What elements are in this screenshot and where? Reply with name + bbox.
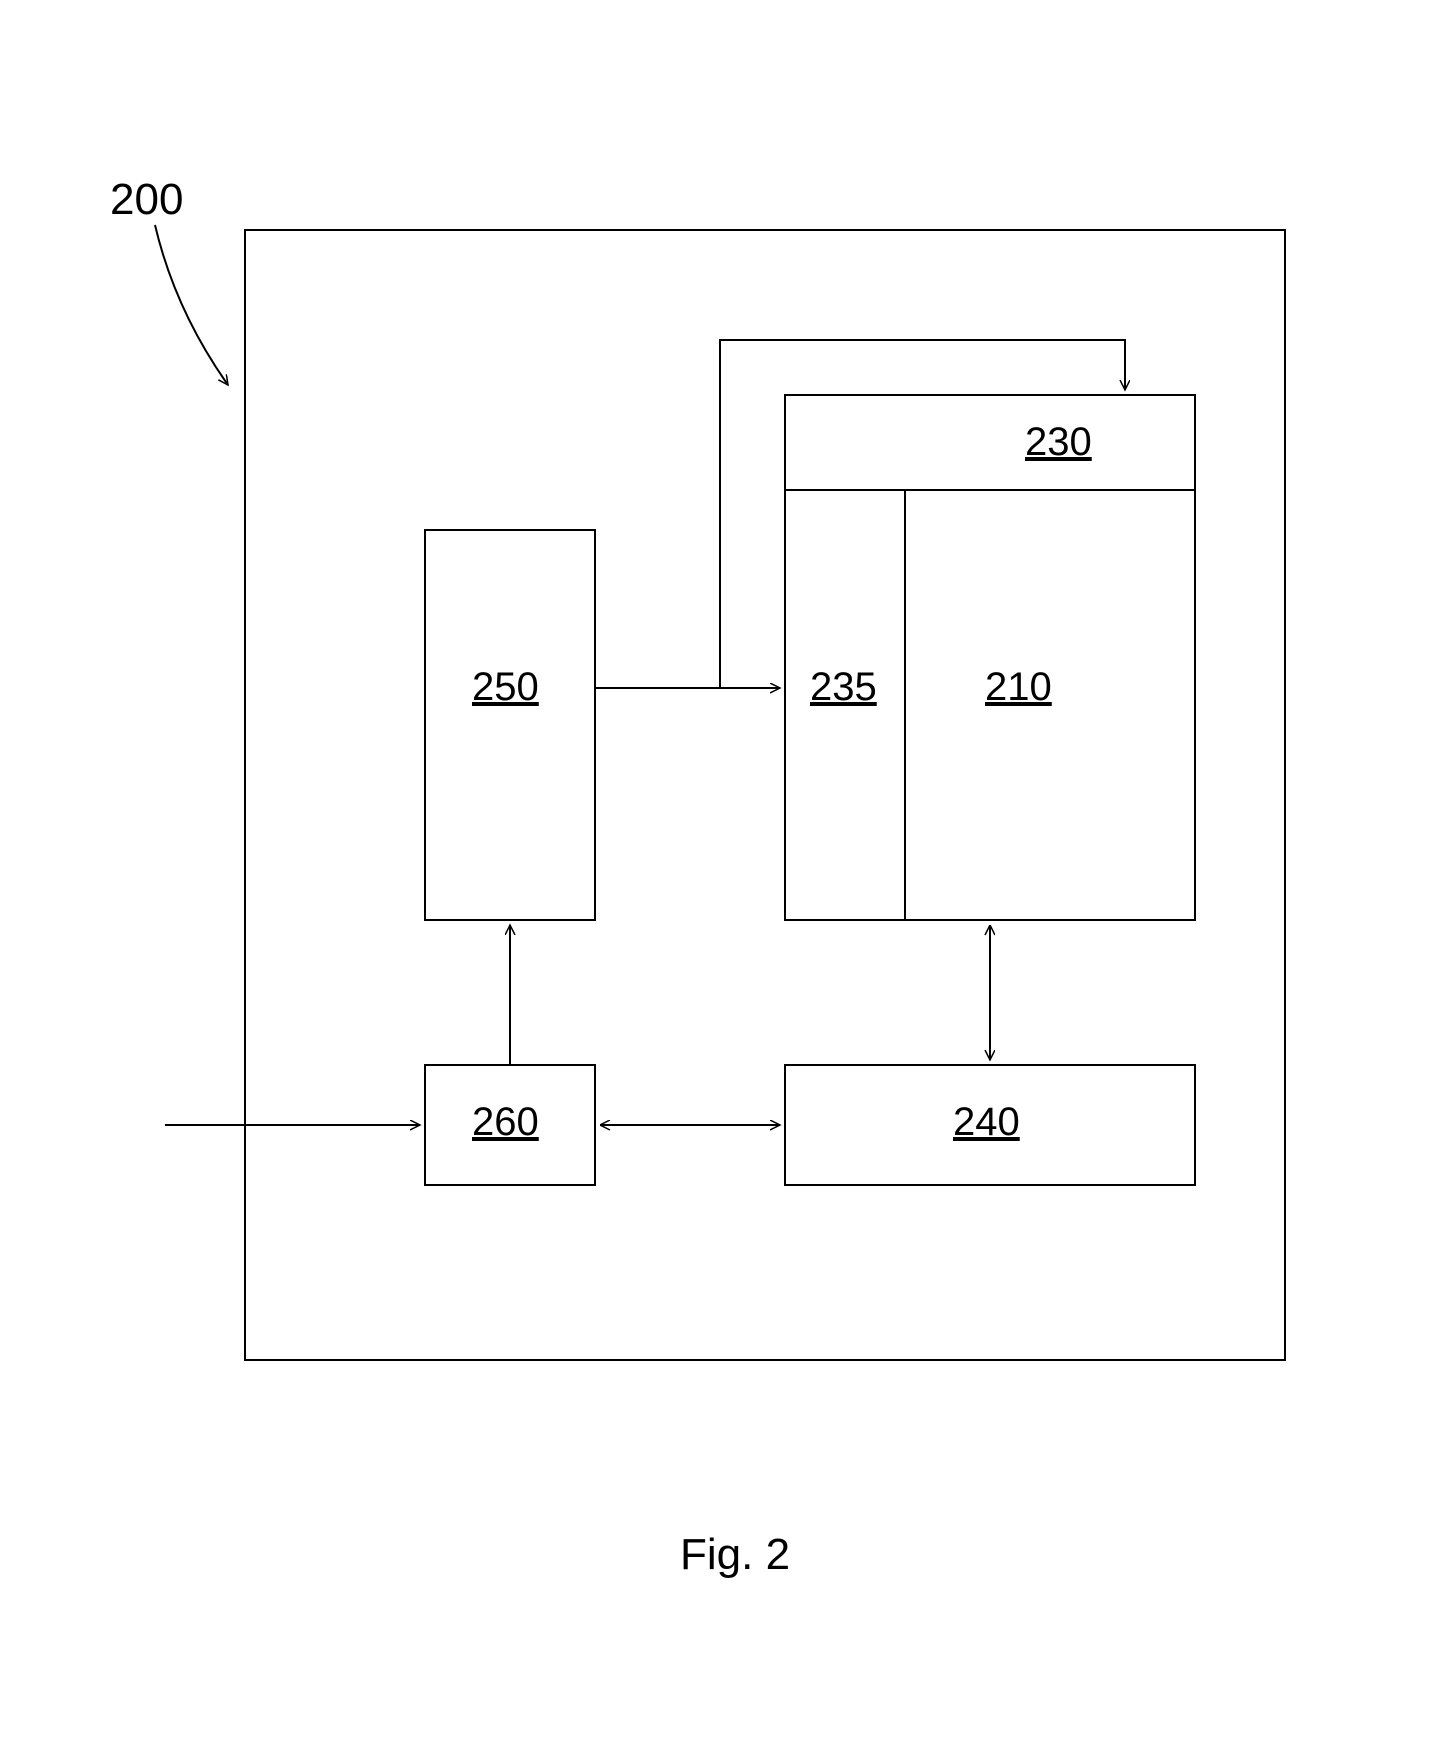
label-230: 230 — [1025, 420, 1092, 465]
diagram-container: 200 210 230 235 250 240 260 Fig. 2 — [0, 0, 1440, 1757]
label-235: 235 — [810, 665, 877, 710]
label-260: 260 — [472, 1100, 539, 1145]
label-240: 240 — [953, 1100, 1020, 1145]
label-250: 250 — [472, 665, 539, 710]
box-250 — [425, 530, 595, 920]
leader-arrow-200 — [155, 225, 228, 385]
label-210: 210 — [985, 665, 1052, 710]
diagram-svg — [0, 0, 1440, 1757]
arrow-branch-to-230 — [720, 340, 1125, 688]
figure-caption: Fig. 2 — [680, 1530, 790, 1580]
box-main — [245, 230, 1285, 1360]
label-200: 200 — [110, 175, 183, 225]
box-230 — [785, 395, 1195, 490]
